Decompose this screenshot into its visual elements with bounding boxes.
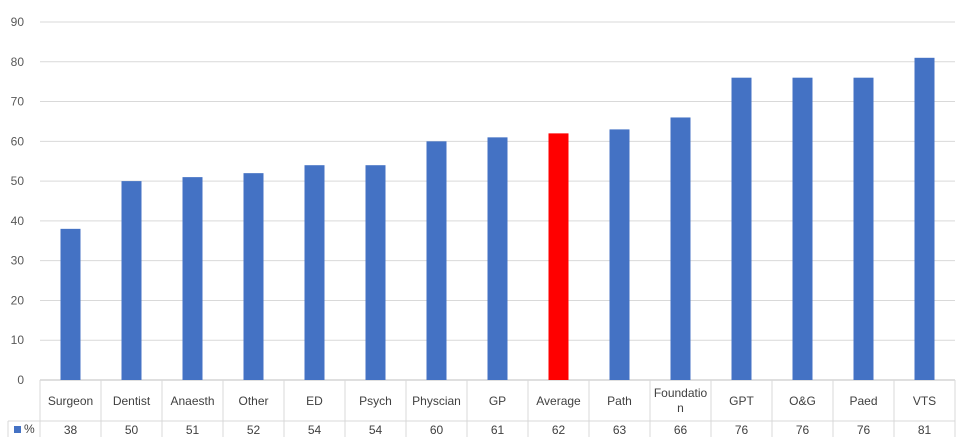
x-tick-label: Physcian [412, 394, 461, 408]
x-tick-label: Other [238, 394, 268, 408]
data-value: 61 [491, 423, 505, 437]
x-tick-label: Anaesth [170, 394, 214, 408]
bar [731, 77, 752, 380]
legend-swatch [14, 426, 21, 433]
x-tick-label: Path [607, 394, 632, 408]
bar [121, 181, 142, 380]
y-tick-label: 80 [11, 55, 25, 69]
data-value: 51 [186, 423, 200, 437]
bar [670, 117, 691, 380]
data-table: Surgeon Dentist Anaesth Other ED Psych Physcia… [7, 380, 956, 437]
bar [914, 57, 935, 381]
y-tick-label: 70 [11, 95, 25, 109]
data-value: 62 [552, 423, 566, 437]
bars [60, 57, 935, 381]
bar [426, 141, 447, 380]
data-value: 63 [613, 423, 627, 437]
bar [548, 133, 569, 380]
y-tick-label: 0 [17, 373, 24, 387]
x-tick-label: GPT [729, 394, 754, 408]
bar [853, 77, 874, 380]
bar [304, 165, 325, 380]
data-value: 38 [64, 423, 78, 437]
y-tick-label: 20 [11, 293, 25, 307]
y-axis-tick-labels: 0 10 20 30 40 50 60 70 80 90 [11, 15, 25, 387]
y-tick-label: 90 [11, 15, 25, 29]
x-tick-label: Psych [359, 394, 392, 408]
x-tick-label: Paed [849, 394, 877, 408]
data-value: 81 [918, 423, 932, 437]
y-tick-label: 10 [11, 333, 25, 347]
data-value: 76 [857, 423, 871, 437]
bar [365, 165, 386, 380]
data-value: 54 [308, 423, 322, 437]
bar [792, 77, 813, 380]
data-value: 60 [430, 423, 444, 437]
bar [60, 228, 81, 380]
bar [243, 173, 264, 380]
y-tick-label: 30 [11, 254, 25, 268]
data-value: 50 [125, 423, 139, 437]
x-tick-label: VTS [913, 394, 936, 408]
y-tick-label: 50 [11, 174, 25, 188]
bar [487, 137, 508, 380]
data-value: 52 [247, 423, 261, 437]
x-tick-label: Average [536, 394, 581, 408]
data-value: 54 [369, 423, 383, 437]
x-tick-label: ED [306, 394, 323, 408]
legend-label: % [24, 422, 35, 436]
bar [609, 129, 630, 380]
x-tick-label: Surgeon [48, 394, 93, 408]
data-value: 76 [735, 423, 749, 437]
y-tick-label: 40 [11, 214, 25, 228]
data-value: 66 [674, 423, 688, 437]
x-tick-label: GP [489, 394, 506, 408]
x-tick-label: Foundatio n [654, 386, 708, 415]
data-value: 76 [796, 423, 810, 437]
y-tick-label: 60 [11, 134, 25, 148]
x-tick-label: O&G [789, 394, 816, 408]
bar [182, 177, 203, 380]
x-tick-label: Dentist [113, 394, 151, 408]
